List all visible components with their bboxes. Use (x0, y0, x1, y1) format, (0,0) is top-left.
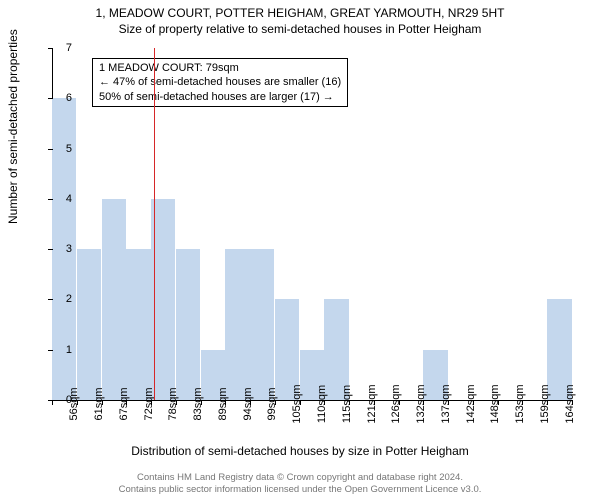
x-tick-mark (52, 400, 53, 405)
annotation-line1: 1 MEADOW COURT: 79sqm (99, 61, 341, 75)
x-tick-label: 164sqm (564, 384, 576, 423)
x-tick-label: 110sqm (316, 385, 328, 423)
x-tick-mark (77, 400, 78, 405)
x-tick-label: 56sqm (68, 387, 80, 420)
y-tick-mark (48, 199, 53, 200)
x-tick-label: 148sqm (489, 384, 501, 423)
y-tick-label: 2 (52, 293, 72, 305)
histogram-bar (250, 249, 274, 400)
histogram-bar (102, 199, 126, 400)
title-line1: 1, MEADOW COURT, POTTER HEIGHAM, GREAT Y… (0, 6, 600, 20)
histogram-bar (176, 249, 200, 400)
x-axis-label: Distribution of semi-detached houses by … (0, 444, 600, 458)
x-tick-mark (349, 400, 350, 405)
x-tick-mark (448, 400, 449, 405)
title-block: 1, MEADOW COURT, POTTER HEIGHAM, GREAT Y… (0, 0, 600, 36)
x-tick-mark (102, 400, 103, 405)
x-tick-label: 89sqm (217, 387, 229, 420)
x-tick-mark (473, 400, 474, 405)
x-tick-label: 132sqm (415, 384, 427, 423)
footer-line2: Contains public sector information licen… (0, 484, 600, 496)
x-tick-label: 115sqm (341, 385, 353, 423)
x-tick-label: 121sqm (366, 384, 378, 423)
y-axis-label: Number of semi-detached properties (6, 29, 20, 224)
x-tick-mark (225, 400, 226, 405)
x-tick-label: 99sqm (266, 387, 278, 420)
x-tick-mark (126, 400, 127, 405)
x-tick-mark (423, 400, 424, 405)
marker-line (154, 48, 155, 400)
x-tick-label: 105sqm (291, 384, 303, 423)
x-tick-mark (151, 400, 152, 405)
footer: Contains HM Land Registry data © Crown c… (0, 472, 600, 496)
y-tick-label: 4 (52, 193, 72, 205)
histogram-bar (225, 249, 249, 400)
x-tick-mark (250, 400, 251, 405)
x-tick-label: 126sqm (390, 384, 402, 423)
y-tick-mark (48, 48, 53, 49)
y-tick-label: 5 (52, 143, 72, 155)
histogram-bar (151, 199, 175, 400)
x-tick-label: 67sqm (118, 387, 130, 420)
histogram-bar (126, 249, 150, 400)
x-tick-mark (374, 400, 375, 405)
annotation-line2: ← 47% of semi-detached houses are smalle… (99, 75, 341, 89)
histogram-bar (77, 249, 101, 400)
x-tick-label: 137sqm (440, 384, 452, 423)
x-tick-mark (176, 400, 177, 405)
x-tick-mark (572, 400, 573, 405)
x-tick-label: 142sqm (465, 384, 477, 423)
x-tick-mark (498, 400, 499, 405)
y-tick-label: 6 (52, 92, 72, 104)
x-tick-mark (324, 400, 325, 405)
x-tick-mark (399, 400, 400, 405)
x-tick-mark (300, 400, 301, 405)
y-tick-mark (48, 98, 53, 99)
x-tick-mark (547, 400, 548, 405)
footer-line1: Contains HM Land Registry data © Crown c… (0, 472, 600, 484)
y-tick-mark (48, 350, 53, 351)
y-tick-mark (48, 249, 53, 250)
annotation-box: 1 MEADOW COURT: 79sqm ← 47% of semi-deta… (92, 58, 348, 107)
x-tick-label: 159sqm (539, 384, 551, 423)
y-tick-mark (48, 149, 53, 150)
x-tick-label: 153sqm (514, 384, 526, 423)
y-tick-label: 3 (52, 243, 72, 255)
y-tick-mark (48, 299, 53, 300)
x-tick-mark (275, 400, 276, 405)
x-tick-mark (201, 400, 202, 405)
annotation-line3: 50% of semi-detached houses are larger (… (99, 90, 341, 104)
x-tick-mark (522, 400, 523, 405)
y-tick-label: 7 (52, 42, 72, 54)
y-tick-label: 1 (52, 344, 72, 356)
x-tick-label: 83sqm (192, 387, 204, 420)
title-line2: Size of property relative to semi-detach… (0, 22, 600, 36)
x-tick-label: 94sqm (242, 387, 254, 420)
x-tick-label: 61sqm (93, 387, 105, 420)
x-tick-label: 78sqm (167, 387, 179, 420)
